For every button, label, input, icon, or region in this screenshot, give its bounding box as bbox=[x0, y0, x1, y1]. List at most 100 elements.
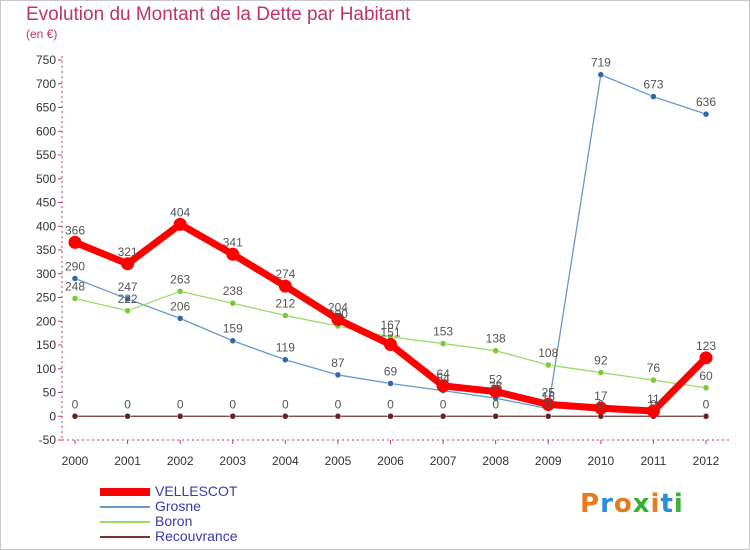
data-label: 0 bbox=[124, 397, 131, 411]
data-label: 123 bbox=[696, 339, 716, 353]
logo-letter: i bbox=[650, 489, 661, 519]
y-tick-label: 450 bbox=[36, 196, 56, 210]
data-label: 151 bbox=[380, 326, 400, 340]
logo-letter: i bbox=[673, 489, 684, 519]
legend-label: Boron bbox=[155, 513, 193, 529]
logo-letter: o bbox=[613, 489, 633, 519]
data-label: 0 bbox=[650, 397, 657, 411]
data-point bbox=[489, 385, 503, 399]
x-tick-label: 2009 bbox=[535, 454, 562, 468]
legend-label: VELLESCOT bbox=[155, 483, 238, 499]
logo-letter: x bbox=[632, 489, 651, 519]
data-point bbox=[492, 413, 499, 420]
data-point bbox=[278, 279, 292, 293]
legend-label: Recouvrance bbox=[155, 528, 238, 544]
data-label: 248 bbox=[65, 279, 85, 293]
data-label: 0 bbox=[335, 397, 342, 411]
logo-letter: P bbox=[580, 489, 601, 519]
data-point bbox=[650, 93, 657, 100]
y-tick-label: -50 bbox=[39, 433, 57, 447]
data-point bbox=[229, 337, 236, 344]
data-label: 0 bbox=[440, 397, 447, 411]
data-label: 52 bbox=[489, 373, 503, 387]
logo-letter: r bbox=[600, 489, 614, 519]
data-label: 108 bbox=[538, 346, 558, 360]
data-label: 87 bbox=[331, 356, 345, 370]
data-label: 206 bbox=[170, 299, 190, 313]
data-point bbox=[331, 312, 345, 326]
data-point bbox=[384, 338, 397, 352]
data-label: 69 bbox=[384, 364, 398, 378]
x-tick-label: 2007 bbox=[430, 454, 457, 468]
data-point bbox=[282, 356, 289, 363]
data-label: 274 bbox=[275, 267, 295, 281]
data-point bbox=[176, 413, 184, 420]
x-tick-label: 2011 bbox=[641, 454, 667, 468]
y-tick-label: 150 bbox=[36, 338, 56, 352]
data-label: 167 bbox=[380, 318, 400, 332]
data-label: 25 bbox=[542, 385, 556, 399]
y-tick-label: 700 bbox=[36, 77, 56, 91]
x-tick-label: 2010 bbox=[587, 454, 614, 468]
proxiti-logo: Proxiti bbox=[580, 489, 684, 519]
x-tick-label: 2002 bbox=[167, 454, 194, 468]
data-point bbox=[71, 275, 79, 282]
data-point bbox=[439, 340, 447, 347]
y-tick-label: 100 bbox=[36, 362, 56, 376]
legend-swatch bbox=[100, 521, 150, 523]
data-label: 719 bbox=[591, 56, 611, 70]
series-line-grosne bbox=[74, 74, 707, 410]
data-point bbox=[439, 413, 447, 420]
y-tick-label: 200 bbox=[36, 314, 56, 328]
data-label: 636 bbox=[696, 95, 716, 109]
x-tick-label: 2006 bbox=[377, 454, 404, 468]
data-label: 0 bbox=[492, 397, 499, 411]
data-label: 0 bbox=[387, 397, 394, 411]
data-point bbox=[124, 295, 131, 303]
x-tick-label: 2000 bbox=[62, 454, 89, 468]
data-point bbox=[282, 413, 289, 420]
data-point bbox=[594, 401, 608, 415]
data-point bbox=[387, 380, 394, 387]
data-point bbox=[541, 397, 555, 411]
logo-letter: t bbox=[660, 489, 674, 519]
data-label: 0 bbox=[703, 397, 710, 411]
x-tick-label: 2003 bbox=[219, 454, 246, 468]
data-point bbox=[226, 247, 240, 261]
data-label: 263 bbox=[170, 272, 190, 286]
data-label: 16 bbox=[542, 390, 556, 404]
chart-title: Evolution du Montant de la Dette par Hab… bbox=[26, 4, 411, 25]
x-tick-label: 2004 bbox=[272, 454, 299, 468]
x-tick-label: 2005 bbox=[325, 454, 352, 468]
y-tick-label: 250 bbox=[36, 291, 56, 305]
y-tick-label: 400 bbox=[36, 219, 56, 233]
data-point bbox=[597, 71, 605, 78]
data-point bbox=[176, 288, 184, 295]
data-point bbox=[646, 404, 660, 418]
data-point bbox=[334, 371, 342, 379]
data-label: 153 bbox=[433, 325, 453, 339]
legend-swatch bbox=[100, 536, 150, 538]
data-label: 60 bbox=[699, 369, 713, 383]
y-tick-label: 600 bbox=[36, 124, 56, 138]
data-point bbox=[71, 413, 79, 420]
y-tick-label: 550 bbox=[36, 148, 56, 162]
data-label: 321 bbox=[118, 245, 138, 259]
data-label: 0 bbox=[545, 397, 552, 411]
data-point bbox=[702, 384, 710, 391]
legend-swatch bbox=[100, 488, 150, 496]
data-label: 212 bbox=[275, 297, 295, 311]
legend-swatch bbox=[100, 506, 150, 508]
data-point bbox=[229, 299, 236, 307]
data-label: 0 bbox=[177, 397, 184, 411]
data-label: 366 bbox=[65, 223, 85, 237]
data-point bbox=[545, 413, 552, 420]
data-point bbox=[702, 413, 710, 420]
data-label: 159 bbox=[223, 322, 243, 336]
data-label: 404 bbox=[170, 205, 190, 219]
data-point bbox=[124, 307, 131, 315]
y-tick-label: 50 bbox=[43, 386, 57, 400]
x-tick-label: 2008 bbox=[482, 454, 509, 468]
data-label: 11 bbox=[647, 392, 660, 406]
data-label: 92 bbox=[594, 354, 608, 368]
